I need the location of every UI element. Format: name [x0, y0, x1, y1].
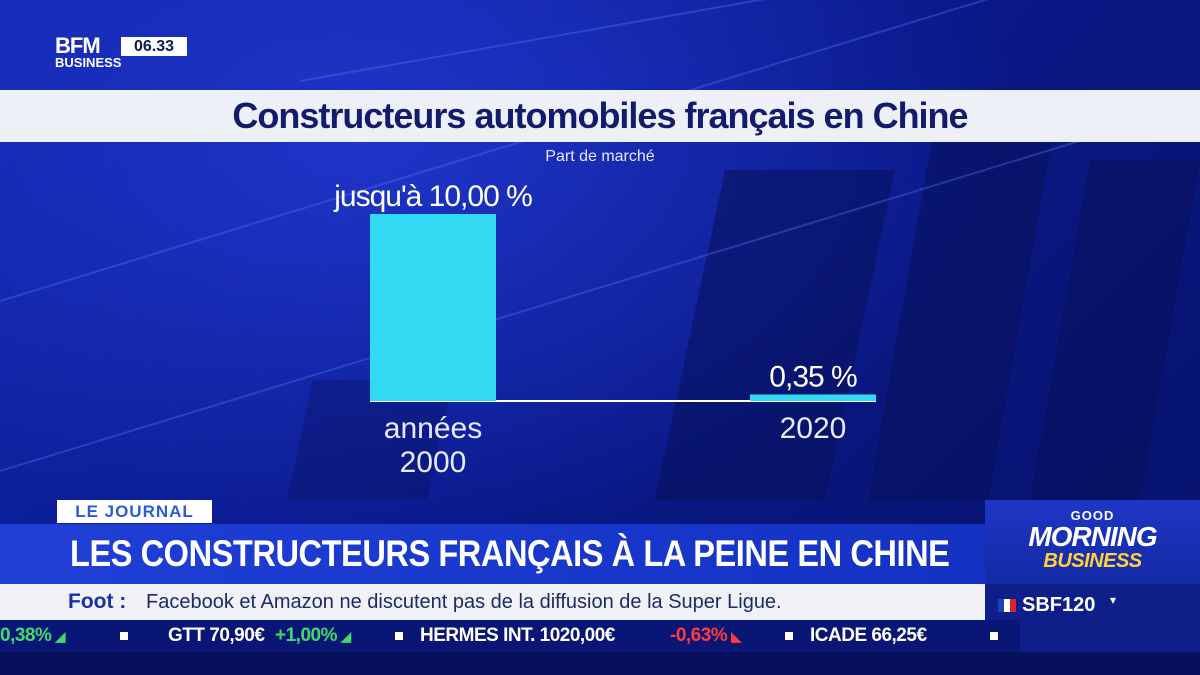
- category-label: 2000: [400, 446, 467, 479]
- index-box: SBF120 ▾: [985, 584, 1200, 654]
- channel-logo: BFM BUSINESS: [55, 33, 122, 70]
- index-name: SBF120: [1022, 594, 1096, 616]
- stock-item: +1,00% ◢: [275, 625, 351, 646]
- bar: [750, 394, 876, 401]
- ticker-text: Facebook et Amazon ne discutent pas de l…: [146, 591, 782, 613]
- up-arrow-icon: ◢: [55, 629, 65, 644]
- program-tag: LE JOURNAL: [57, 500, 212, 523]
- stock-item: 0,38% ◢: [0, 625, 65, 646]
- stock-item: ICADE 66,25€: [810, 625, 927, 646]
- stock-item: HERMES INT. 1020,00€: [420, 625, 615, 646]
- show-logo-good: GOOD: [1070, 508, 1115, 523]
- clock: 06.33: [121, 37, 187, 56]
- chart-subtitle: Part de marché: [545, 148, 655, 165]
- ticker-separator: [785, 632, 793, 640]
- category-label: 2020: [780, 412, 847, 445]
- channel-logo-top: BFM: [55, 33, 101, 58]
- headline-band: LES CONSTRUCTEURS FRANÇAIS À LA PEINE EN…: [0, 524, 985, 584]
- stock-ticker: 0,38% ◢ GTT 70,90€ +1,00% ◢ HERMES INT. 1020,…: [0, 620, 1020, 652]
- up-arrow-icon: ◢: [340, 629, 351, 644]
- bar-value-label: jusqu'à 10,00 %: [333, 180, 532, 213]
- category-label: années: [384, 412, 482, 445]
- bar: [370, 214, 496, 401]
- ticker-category: Foot :: [68, 590, 127, 613]
- ticker-separator: [395, 632, 403, 640]
- bar-value-label: 0,35 %: [769, 360, 857, 393]
- title-band: Constructeurs automobiles français en Ch…: [0, 90, 1200, 142]
- show-logo: GOOD MORNING BUSINESS: [985, 500, 1200, 584]
- index-arrow-icon: ▾: [1110, 593, 1117, 607]
- stock-item: -0,63% ◣: [670, 625, 741, 646]
- down-arrow-icon: ◣: [731, 629, 741, 644]
- headline: LES CONSTRUCTEURS FRANÇAIS À LA PEINE EN…: [70, 533, 950, 574]
- ticker-separator: [120, 632, 128, 640]
- chart-title: Constructeurs automobiles français en Ch…: [232, 95, 968, 136]
- french-flag-icon: [998, 599, 1016, 612]
- show-logo-morning: MORNING: [1028, 521, 1157, 552]
- show-logo-business: BUSINESS: [1043, 550, 1142, 572]
- stock-item: GTT 70,90€: [168, 625, 265, 646]
- ticker-separator: [990, 632, 998, 640]
- bottom-strip: [0, 652, 1200, 675]
- news-ticker: Foot : Facebook et Amazon ne discutent p…: [0, 584, 985, 620]
- channel-logo-bottom: BUSINESS: [55, 55, 122, 70]
